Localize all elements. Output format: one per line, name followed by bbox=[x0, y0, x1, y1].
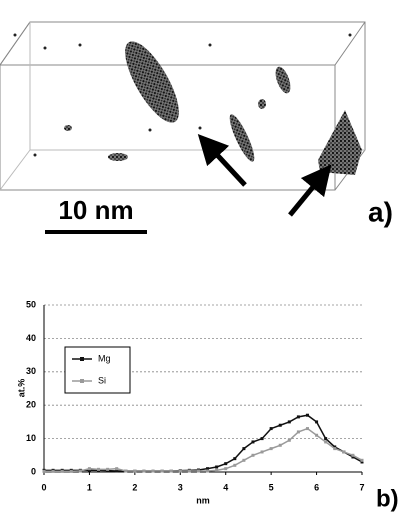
x-tick-label: 6 bbox=[314, 482, 319, 492]
data-point bbox=[187, 469, 191, 473]
data-point bbox=[124, 469, 128, 473]
data-point bbox=[115, 469, 119, 473]
data-point bbox=[69, 469, 73, 473]
x-tick-label: 1 bbox=[87, 482, 92, 492]
panel-label: a) bbox=[368, 196, 393, 227]
data-point bbox=[287, 438, 291, 442]
data-point bbox=[87, 467, 91, 471]
data-point bbox=[242, 447, 246, 451]
data-point bbox=[287, 420, 291, 424]
data-point bbox=[351, 455, 355, 459]
data-point bbox=[151, 469, 155, 473]
data-point bbox=[42, 469, 46, 473]
data-point bbox=[324, 440, 328, 444]
data-point bbox=[115, 467, 119, 471]
data-point bbox=[106, 467, 110, 471]
atom-probe-reconstruction bbox=[0, 21, 366, 234]
data-point bbox=[87, 468, 91, 472]
data-point bbox=[224, 467, 228, 471]
y-tick-label: 40 bbox=[26, 333, 36, 343]
data-point bbox=[333, 445, 337, 449]
data-point bbox=[142, 469, 146, 473]
data-point bbox=[215, 465, 219, 469]
scale-bar-label: 10 nm bbox=[58, 195, 133, 225]
data-point bbox=[296, 415, 300, 419]
y-tick-label: 50 bbox=[26, 299, 36, 309]
data-point bbox=[278, 443, 282, 447]
x-tick-label: 7 bbox=[359, 482, 364, 492]
data-point bbox=[251, 453, 255, 457]
data-point bbox=[51, 469, 55, 473]
data-point bbox=[224, 462, 228, 466]
data-point bbox=[178, 469, 182, 473]
data-point bbox=[342, 450, 346, 454]
y-tick-label: 0 bbox=[31, 466, 36, 476]
data-point bbox=[360, 458, 364, 462]
data-point bbox=[97, 467, 101, 471]
data-point bbox=[133, 469, 137, 473]
data-point bbox=[242, 458, 246, 462]
data-point bbox=[278, 423, 282, 427]
data-point bbox=[251, 440, 255, 444]
data-point bbox=[296, 430, 300, 434]
data-point bbox=[169, 469, 173, 473]
data-point bbox=[360, 460, 364, 464]
data-point bbox=[60, 469, 64, 473]
data-point bbox=[196, 469, 200, 473]
x-tick-label: 4 bbox=[223, 482, 228, 492]
data-point bbox=[351, 453, 355, 457]
data-point bbox=[160, 469, 164, 473]
data-point bbox=[260, 450, 264, 454]
data-point bbox=[233, 463, 237, 467]
y-tick-label: 20 bbox=[26, 400, 36, 410]
legend-marker bbox=[80, 357, 84, 361]
x-tick-label: 3 bbox=[178, 482, 183, 492]
panel-label: b) bbox=[376, 485, 399, 512]
x-tick-label: 5 bbox=[269, 482, 274, 492]
legend-label: Si bbox=[98, 375, 106, 385]
data-point bbox=[215, 468, 219, 472]
series-line bbox=[44, 414, 363, 472]
data-point bbox=[269, 427, 273, 431]
data-point bbox=[233, 457, 237, 461]
data-point bbox=[206, 469, 210, 473]
legend-box bbox=[64, 346, 131, 394]
y-axis-label: at.% bbox=[16, 379, 26, 398]
legend-marker bbox=[80, 379, 84, 383]
legend-label: Mg bbox=[98, 353, 111, 363]
data-point bbox=[333, 447, 337, 451]
data-point bbox=[315, 433, 319, 437]
data-point bbox=[260, 437, 264, 441]
data-point bbox=[269, 447, 273, 451]
data-point bbox=[324, 437, 328, 441]
x-tick-label: 0 bbox=[41, 482, 46, 492]
y-tick-label: 10 bbox=[26, 433, 36, 443]
x-tick-label: 2 bbox=[132, 482, 137, 492]
data-point bbox=[305, 427, 309, 431]
series-line bbox=[44, 427, 363, 473]
data-point bbox=[206, 467, 210, 471]
data-point bbox=[78, 469, 82, 473]
y-tick-label: 30 bbox=[26, 366, 36, 376]
data-point bbox=[315, 420, 319, 424]
data-point bbox=[305, 413, 309, 417]
x-axis-label: nm bbox=[196, 495, 210, 505]
